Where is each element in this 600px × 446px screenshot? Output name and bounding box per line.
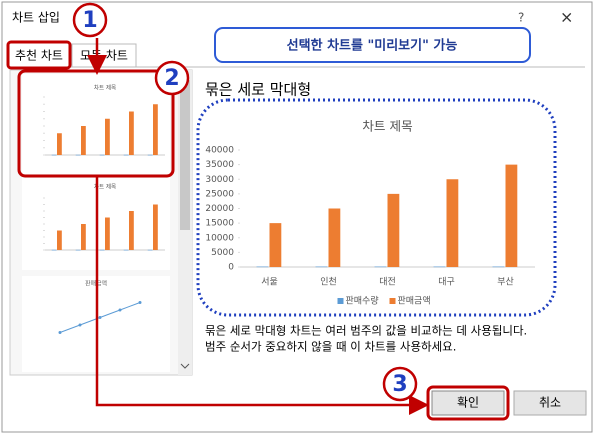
description: 묶은 세로 막대형 차트는 여러 범주의 값을 비교하는 데 사용됩니다. xyxy=(205,324,527,338)
y-tick-label: 10000 xyxy=(205,233,234,243)
tab-label[interactable]: 추천 차트 xyxy=(15,48,63,63)
y-tick-label: 5000 xyxy=(211,248,234,258)
help-button[interactable]: ? xyxy=(518,11,524,25)
legend-label: 판매금액 xyxy=(398,295,431,307)
x-tick-label: 대구 xyxy=(438,277,455,288)
cancel-label[interactable]: 취소 xyxy=(539,396,561,410)
y-tick-label: 30000 xyxy=(205,175,234,185)
legend-label: 판매수량 xyxy=(346,295,379,307)
bar xyxy=(75,154,81,156)
bar xyxy=(129,211,134,250)
y-tick-label: 25000 xyxy=(205,189,234,199)
cancel-button[interactable] xyxy=(513,390,587,416)
callout-box xyxy=(214,27,531,63)
bar xyxy=(81,126,86,155)
scroll-thumb[interactable] xyxy=(180,80,190,230)
chart-type-name: 묶은 세로 막대형 xyxy=(205,81,311,99)
bar xyxy=(256,266,269,268)
chart-title: 차트 제목 xyxy=(362,119,412,134)
badge xyxy=(154,60,190,96)
bar xyxy=(433,266,446,268)
y-tick-label: 0 xyxy=(228,263,234,273)
y-tick-label: 20000 xyxy=(205,204,234,214)
point xyxy=(98,316,102,319)
bar xyxy=(505,164,518,267)
tab-selected[interactable] xyxy=(6,40,72,70)
bar xyxy=(153,204,158,250)
thumbnail[interactable]: 차트 제목 xyxy=(22,74,170,174)
bar xyxy=(57,133,62,155)
legend-swatch xyxy=(337,298,344,304)
bar xyxy=(51,249,57,251)
description: 범주 순서가 중요하지 않을 때 이 차트를 사용하세요. xyxy=(205,340,456,354)
y-tick-label: 35000 xyxy=(205,160,234,170)
bar xyxy=(105,118,110,155)
tab-label[interactable]: 모든 차트 xyxy=(80,49,128,63)
preview-outline xyxy=(196,98,557,317)
ok-button[interactable] xyxy=(431,390,505,416)
bar xyxy=(105,217,110,250)
preview-chart: 차트 제목 0 5000 10000 15000 20000 25000 30000 35000… xyxy=(205,119,535,307)
bar xyxy=(123,154,129,156)
bar xyxy=(129,111,134,155)
bar xyxy=(446,179,459,267)
point xyxy=(138,301,142,304)
bar xyxy=(75,249,81,251)
dialog-title: 차트 삽입 xyxy=(12,11,60,25)
scroll-arrow[interactable] xyxy=(180,363,190,369)
bar xyxy=(492,266,505,268)
thumbnail-bg[interactable] xyxy=(22,74,170,174)
bar xyxy=(328,208,341,267)
badge-number: 1 xyxy=(82,8,97,33)
bar xyxy=(99,154,105,156)
badge xyxy=(72,2,108,38)
close-button[interactable]: × xyxy=(560,8,573,27)
callout-text: 선택한 차트를 "미리보기" 가능 xyxy=(287,38,458,54)
bar xyxy=(269,223,282,267)
bar xyxy=(51,154,57,156)
point xyxy=(58,331,62,334)
bar xyxy=(147,154,153,156)
flow-arrow xyxy=(95,176,429,415)
badge-number: 3 xyxy=(392,372,407,397)
point xyxy=(78,323,82,327)
bar xyxy=(57,230,62,250)
bar xyxy=(99,249,105,251)
badge-number: 2 xyxy=(164,66,179,91)
x-tick-label: 인천 xyxy=(320,277,337,288)
bar xyxy=(147,249,153,251)
y-tick-label: 40000 xyxy=(205,146,234,156)
ok-label[interactable]: 확인 xyxy=(457,396,479,410)
x-tick-label: 부산 xyxy=(497,277,514,288)
bar xyxy=(153,104,158,155)
x-tick-label: 서울 xyxy=(261,277,278,288)
bar xyxy=(315,266,328,268)
y-tick-label: 15000 xyxy=(205,219,234,229)
chart-title: 차트 제목 xyxy=(94,84,116,92)
chart-title: 차트 제목 xyxy=(94,183,116,191)
bar xyxy=(387,193,400,267)
bar xyxy=(81,224,86,250)
badge xyxy=(382,366,418,402)
legend-swatch xyxy=(389,298,396,304)
bar xyxy=(123,249,129,251)
x-tick-label: 대전 xyxy=(379,277,396,288)
bar xyxy=(374,266,387,268)
point xyxy=(118,308,122,312)
